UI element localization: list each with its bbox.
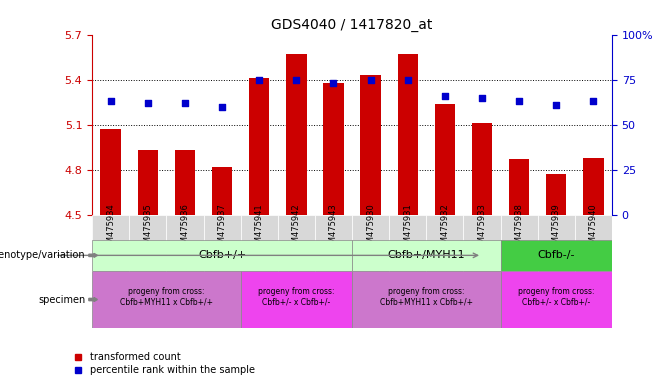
Text: GSM475933: GSM475933 <box>478 203 486 254</box>
Text: Cbfb+/MYH11: Cbfb+/MYH11 <box>388 250 465 260</box>
Bar <box>583 158 603 215</box>
Text: GSM475942: GSM475942 <box>292 203 301 254</box>
Point <box>365 76 376 83</box>
Point <box>440 93 450 99</box>
Bar <box>463 215 501 301</box>
Bar <box>426 215 463 301</box>
Bar <box>278 215 315 301</box>
Bar <box>361 75 381 215</box>
Bar <box>241 271 352 328</box>
Text: specimen: specimen <box>38 295 86 305</box>
Text: GSM475936: GSM475936 <box>180 203 190 254</box>
Bar <box>472 123 492 215</box>
Bar <box>501 271 612 328</box>
Bar <box>241 215 278 301</box>
Text: GSM475937: GSM475937 <box>218 203 226 254</box>
Text: GSM475941: GSM475941 <box>255 203 264 254</box>
Point <box>514 98 524 104</box>
Point <box>588 98 599 104</box>
Text: GSM475940: GSM475940 <box>589 203 598 254</box>
Text: GSM475939: GSM475939 <box>552 203 561 254</box>
Bar <box>501 215 538 301</box>
Bar <box>501 240 612 271</box>
Bar <box>435 104 455 215</box>
Point <box>291 76 301 83</box>
Point <box>254 76 265 83</box>
Bar <box>92 240 352 271</box>
Point <box>217 104 228 110</box>
Bar <box>212 167 232 215</box>
Bar <box>166 215 203 301</box>
Bar <box>352 215 389 301</box>
Point <box>143 100 153 106</box>
Text: GSM475934: GSM475934 <box>106 203 115 254</box>
Text: GSM475935: GSM475935 <box>143 203 152 254</box>
Point <box>328 80 339 86</box>
Bar <box>129 215 166 301</box>
Text: progeny from cross:
Cbfb+/- x Cbfb+/-: progeny from cross: Cbfb+/- x Cbfb+/- <box>258 287 334 306</box>
Bar <box>397 54 418 215</box>
Bar <box>92 271 241 328</box>
Bar <box>92 215 129 301</box>
Text: GSM475930: GSM475930 <box>366 203 375 254</box>
Text: GSM475932: GSM475932 <box>440 203 449 254</box>
Text: Cbfb-/-: Cbfb-/- <box>538 250 575 260</box>
Bar <box>315 215 352 301</box>
Bar <box>138 151 158 215</box>
Bar <box>352 271 501 328</box>
Text: GSM475931: GSM475931 <box>403 203 412 254</box>
Legend: transformed count, percentile rank within the sample: transformed count, percentile rank withi… <box>70 348 259 379</box>
Point <box>551 102 561 108</box>
Text: GSM475938: GSM475938 <box>515 203 524 254</box>
Text: genotype/variation: genotype/variation <box>0 250 86 260</box>
Bar <box>352 240 501 271</box>
Bar <box>101 129 121 215</box>
Bar <box>575 215 612 301</box>
Text: Cbfb+/+: Cbfb+/+ <box>198 250 246 260</box>
Bar <box>509 159 529 215</box>
Bar <box>389 215 426 301</box>
Bar <box>538 215 575 301</box>
Bar <box>175 151 195 215</box>
Point <box>476 94 487 101</box>
Text: progeny from cross:
Cbfb+/- x Cbfb+/-: progeny from cross: Cbfb+/- x Cbfb+/- <box>518 287 594 306</box>
Bar <box>286 54 307 215</box>
Bar <box>546 174 567 215</box>
Point <box>403 76 413 83</box>
Point <box>180 100 190 106</box>
Title: GDS4040 / 1417820_at: GDS4040 / 1417820_at <box>271 18 433 32</box>
Point <box>105 98 116 104</box>
Bar <box>203 215 241 301</box>
Bar <box>323 83 343 215</box>
Text: GSM475943: GSM475943 <box>329 203 338 254</box>
Bar <box>249 78 269 215</box>
Text: progeny from cross:
Cbfb+MYH11 x Cbfb+/+: progeny from cross: Cbfb+MYH11 x Cbfb+/+ <box>120 287 213 306</box>
Text: progeny from cross:
Cbfb+MYH11 x Cbfb+/+: progeny from cross: Cbfb+MYH11 x Cbfb+/+ <box>380 287 473 306</box>
